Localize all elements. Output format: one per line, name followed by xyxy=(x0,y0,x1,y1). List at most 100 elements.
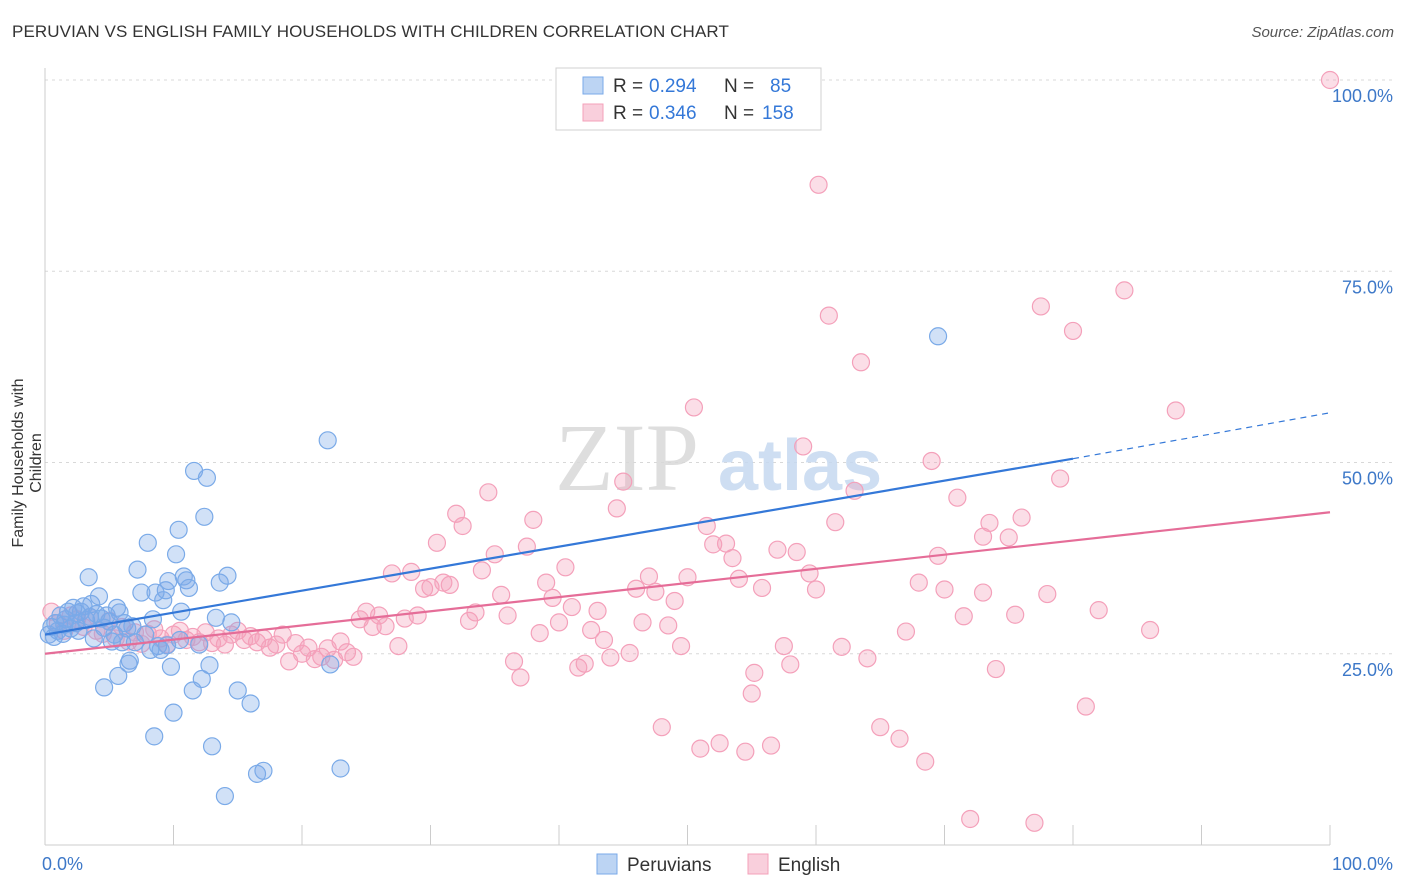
english-point-58 xyxy=(414,579,434,598)
peruvians-point-70 xyxy=(254,761,273,780)
english-point-150 xyxy=(1089,601,1108,620)
english-point-137 xyxy=(961,809,980,829)
x-tick-label-max: 100.0% xyxy=(1332,854,1393,874)
english-point-155 xyxy=(973,583,993,602)
peruvians-point-60 xyxy=(200,656,219,675)
peruvians-point-56 xyxy=(190,635,209,654)
english-point-146 xyxy=(1038,584,1057,604)
peruvians-point-35 xyxy=(128,560,147,579)
legend-n-value-english: 158 xyxy=(762,103,794,124)
english-point-62 xyxy=(440,575,459,595)
peruvians-point-82 xyxy=(55,615,74,634)
english-point-96 xyxy=(659,616,678,635)
legend-n-label-peruvians: N = xyxy=(724,76,754,97)
english-point-98 xyxy=(671,636,691,656)
english-point-153 xyxy=(1166,401,1185,420)
english-point-151 xyxy=(1115,281,1134,300)
english-point-101 xyxy=(691,739,710,758)
peruvians-point-50 xyxy=(169,520,188,539)
peruvians-point-74 xyxy=(145,727,164,746)
english-point-144 xyxy=(1025,813,1044,832)
english-point-128 xyxy=(890,729,909,748)
english-point-149 xyxy=(1076,697,1095,716)
english-point-84 xyxy=(582,620,601,640)
english-point-45 xyxy=(331,632,350,651)
english-point-90 xyxy=(620,643,639,663)
english-point-132 xyxy=(922,451,941,471)
english-point-109 xyxy=(742,684,761,703)
watermark-zip: ZIP xyxy=(555,404,699,511)
peruvians-point-49 xyxy=(166,545,186,564)
english-point-108 xyxy=(736,742,755,761)
peruvians-point-63 xyxy=(210,573,229,592)
peruvians-point-36 xyxy=(132,583,151,602)
peruvians-point-79 xyxy=(321,655,340,674)
english-point-100 xyxy=(684,398,704,417)
peruvians-point-65 xyxy=(218,566,237,585)
english-point-97 xyxy=(665,591,684,611)
english-point-136 xyxy=(954,607,973,626)
english-point-116 xyxy=(787,542,806,562)
y-tick-label-100: 100.0% xyxy=(1332,86,1393,106)
english-point-110 xyxy=(745,663,764,682)
english-point-52 xyxy=(376,617,395,636)
legend-bottom-label-english: English xyxy=(778,855,840,876)
english-point-35 xyxy=(267,635,286,654)
peruvians-point-64 xyxy=(215,786,234,806)
english-point-103 xyxy=(704,535,723,554)
legend-n-label-english: N = xyxy=(724,103,754,124)
english-point-140 xyxy=(986,659,1006,679)
english-point-83 xyxy=(575,654,594,673)
english-point-115 xyxy=(781,655,800,674)
english-point-86 xyxy=(594,630,614,650)
legend-r-label-peruvians: R = xyxy=(613,76,643,97)
peruvians-point-71 xyxy=(95,678,114,697)
peruvians-point-32 xyxy=(120,651,139,670)
english-point-131 xyxy=(916,752,935,771)
english-point-123 xyxy=(832,637,851,656)
english-point-113 xyxy=(768,540,787,559)
peruvians-point-68 xyxy=(241,694,260,713)
peruvians-point-81 xyxy=(928,327,948,346)
english-point-121 xyxy=(819,306,838,325)
english-point-141 xyxy=(999,528,1018,547)
english-point-57 xyxy=(408,606,427,625)
peruvians-point-54 xyxy=(179,578,199,598)
watermark: ZIP atlas xyxy=(555,404,882,511)
english-point-85 xyxy=(588,601,607,621)
y-tick-label-75: 75.0% xyxy=(1342,277,1393,297)
peruvians-point-80 xyxy=(331,759,350,778)
peruvians-point-61 xyxy=(202,737,222,756)
legend-stats: R = 0.294 N = 85 R = 0.346 N = 158 xyxy=(555,67,822,131)
english-point-75 xyxy=(524,510,543,529)
english-point-111 xyxy=(752,578,772,598)
peruvians-point-38 xyxy=(138,533,157,552)
english-point-125 xyxy=(851,353,871,372)
english-point-142 xyxy=(1006,605,1025,624)
legend-bottom-swatch-english xyxy=(747,853,769,875)
english-point-143 xyxy=(1012,508,1031,527)
legend-r-value-peruvians: 0.294 xyxy=(649,76,697,97)
english-point-79 xyxy=(549,613,569,632)
english-point-76 xyxy=(530,623,549,643)
peruvians-point-20 xyxy=(89,587,109,606)
english-point-36 xyxy=(273,625,292,644)
english-point-60 xyxy=(427,533,447,552)
peruvians-point-75 xyxy=(183,681,202,700)
english-point-147 xyxy=(1051,469,1070,488)
peruvians-point-73 xyxy=(119,654,138,673)
legend-r-value-english: 0.346 xyxy=(649,103,697,124)
english-point-135 xyxy=(948,488,967,507)
english-point-104 xyxy=(710,734,729,753)
watermark-atlas: atlas xyxy=(718,426,882,506)
peruvians-trend-extension xyxy=(1072,412,1331,460)
legend-series: Peruvians English xyxy=(596,853,840,876)
legend-bottom-swatch-peruvians xyxy=(596,853,618,875)
english-point-118 xyxy=(800,564,819,583)
peruvians-point-46 xyxy=(159,571,178,591)
english-point-152 xyxy=(1140,620,1160,640)
tick-labels: 25.0% 50.0% 75.0% 100.0% 0.0% 100.0% xyxy=(42,86,1393,874)
english-point-40 xyxy=(299,638,318,657)
english-point-154 xyxy=(1320,70,1340,90)
